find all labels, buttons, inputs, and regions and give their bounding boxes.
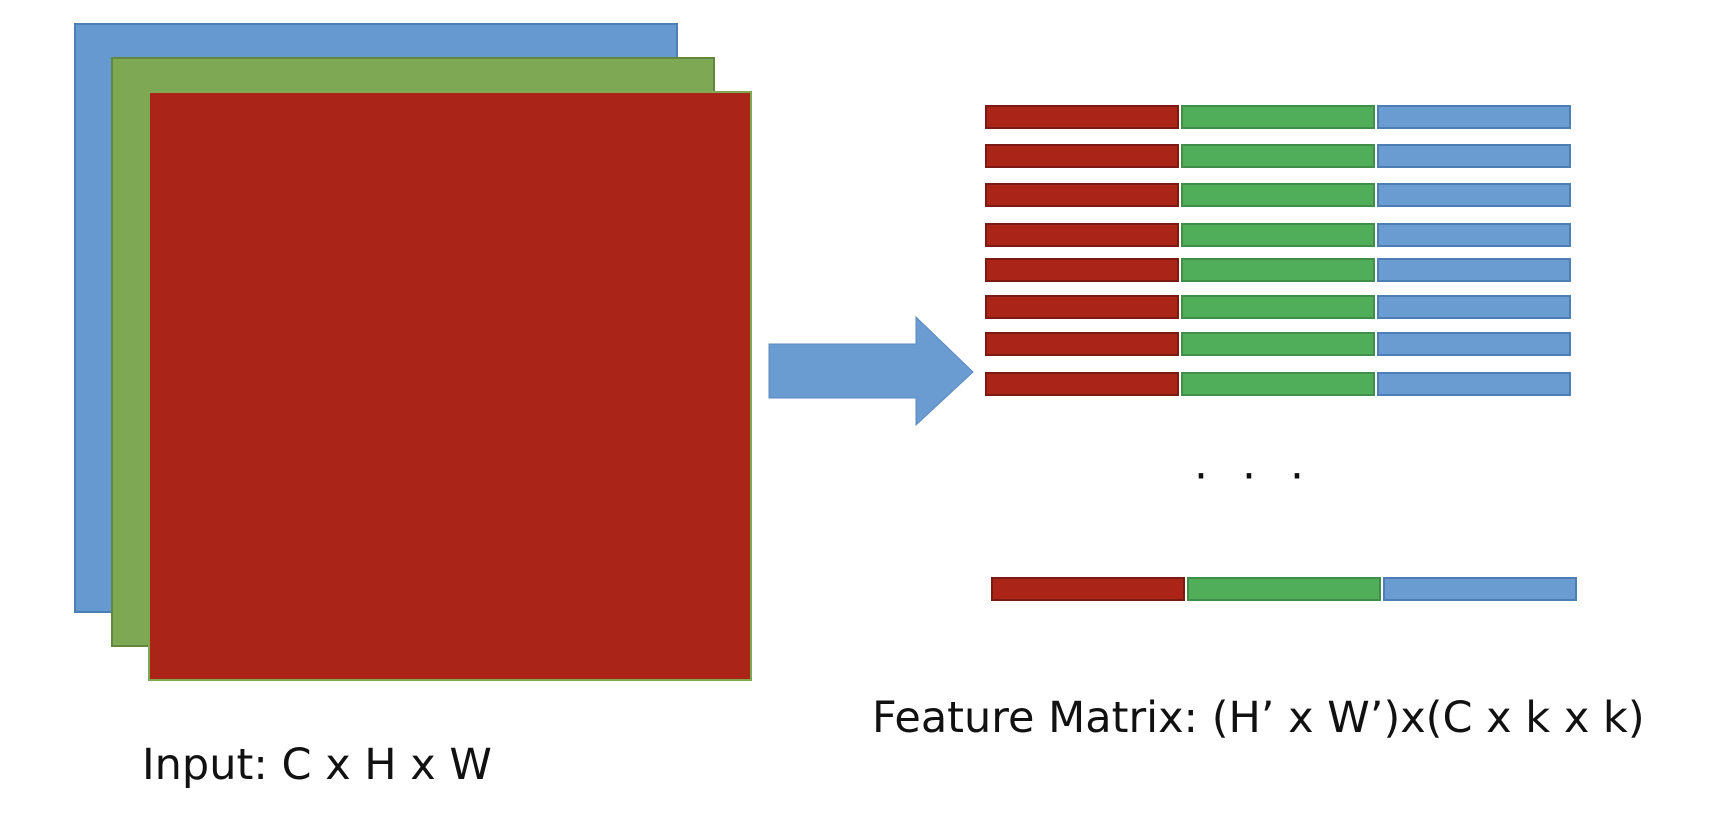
ellipsis: · · · xyxy=(1194,451,1314,502)
transform-arrow xyxy=(768,315,974,427)
matrix-row-segment-green xyxy=(1181,144,1375,168)
matrix-row xyxy=(985,183,1571,207)
matrix-row-segment-red xyxy=(985,332,1179,356)
input-label: Input: C x H x W xyxy=(142,740,492,790)
matrix-row-segment-red xyxy=(985,295,1179,319)
matrix-row-segment-green xyxy=(1181,332,1375,356)
matrix-row-segment-red xyxy=(985,372,1179,396)
matrix-row-segment-red xyxy=(985,144,1179,168)
matrix-row-segment-green xyxy=(1181,258,1375,282)
matrix-row-segment-green xyxy=(1181,183,1375,207)
matrix-row xyxy=(985,372,1571,396)
matrix-row-segment-red xyxy=(985,258,1179,282)
matrix-row-segment-blue xyxy=(1377,144,1571,168)
matrix-row-segment-blue xyxy=(1377,183,1571,207)
feature-matrix xyxy=(985,105,1577,601)
matrix-row-segment-blue xyxy=(1377,105,1571,129)
matrix-row-segment-green xyxy=(1181,223,1375,247)
matrix-row-segment-green xyxy=(1181,105,1375,129)
matrix-row-segment-blue xyxy=(1377,223,1571,247)
matrix-row-segment-green xyxy=(1181,295,1375,319)
matrix-row-segment-blue xyxy=(1377,258,1571,282)
matrix-row xyxy=(985,144,1571,168)
matrix-row-segment-green xyxy=(1187,577,1381,601)
matrix-row-segment-red xyxy=(985,105,1179,129)
matrix-row xyxy=(985,223,1571,247)
matrix-row-segment-blue xyxy=(1383,577,1577,601)
matrix-row xyxy=(985,295,1571,319)
matrix-row xyxy=(991,577,1577,601)
matrix-row xyxy=(985,258,1571,282)
matrix-row-segment-blue xyxy=(1377,295,1571,319)
matrix-row-segment-red xyxy=(991,577,1185,601)
matrix-row-segment-blue xyxy=(1377,332,1571,356)
matrix-row-segment-red xyxy=(985,183,1179,207)
input-tensor-stack xyxy=(74,23,752,681)
feature-matrix-label: Feature Matrix: (H’ x W’)x(C x k x k) xyxy=(872,693,1645,743)
matrix-row-segment-blue xyxy=(1377,372,1571,396)
matrix-row-segment-red xyxy=(985,223,1179,247)
matrix-row-segment-green xyxy=(1181,372,1375,396)
matrix-row xyxy=(985,332,1571,356)
input-channel-red xyxy=(148,91,752,681)
matrix-row xyxy=(985,105,1571,129)
